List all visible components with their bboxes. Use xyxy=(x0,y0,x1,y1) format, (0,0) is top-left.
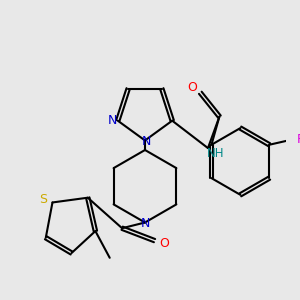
Text: NH: NH xyxy=(207,147,224,160)
Text: N: N xyxy=(140,217,150,230)
Text: O: O xyxy=(159,237,169,250)
Text: N: N xyxy=(107,114,117,127)
Text: F: F xyxy=(296,134,300,146)
Text: S: S xyxy=(39,193,47,206)
Text: N: N xyxy=(142,135,152,148)
Text: O: O xyxy=(188,82,198,94)
